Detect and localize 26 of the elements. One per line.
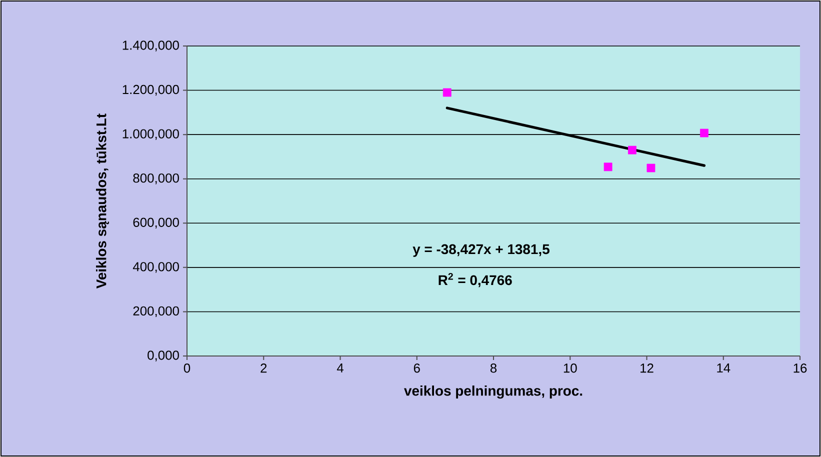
y-tick-label: 600,000 (133, 218, 179, 228)
y-axis-title: Veiklos sąnaudos, tūkst.Lt (96, 114, 110, 288)
y-tick-label: 800,000 (133, 174, 179, 184)
point (442, 88, 452, 97)
point (646, 164, 656, 172)
x-tick-label: 14 (717, 364, 730, 372)
point (604, 162, 612, 172)
y-tick-label: 1.200,000 (122, 84, 179, 96)
x-tick-label: 6 (414, 364, 420, 373)
point (700, 128, 708, 138)
y-tick-label: 1.400,000 (122, 40, 179, 52)
annotation: y = -38,427x + 1381,5 (412, 244, 550, 257)
x-tick-label: 4 (336, 364, 344, 372)
x-tick-label: 10 (564, 364, 577, 373)
annotation: R$^{2}$ = 0,4766 (438, 272, 512, 288)
y-tick-label: 1.000,000 (122, 129, 179, 140)
y-tick-label: 0,000 (148, 350, 179, 362)
point (628, 146, 636, 154)
x-tick-label: 12 (640, 364, 654, 373)
x-axis-title: veiklos pelningumas, proc. (404, 386, 582, 399)
x-tick-label: 16 (794, 364, 807, 373)
x-tick-label: 2 (260, 364, 267, 373)
y-tick-label: 400,000 (132, 262, 179, 273)
x-tick-label: 0 (184, 364, 190, 373)
y-tick-label: 200,000 (133, 306, 179, 318)
x-tick-label: 8 (490, 364, 497, 373)
